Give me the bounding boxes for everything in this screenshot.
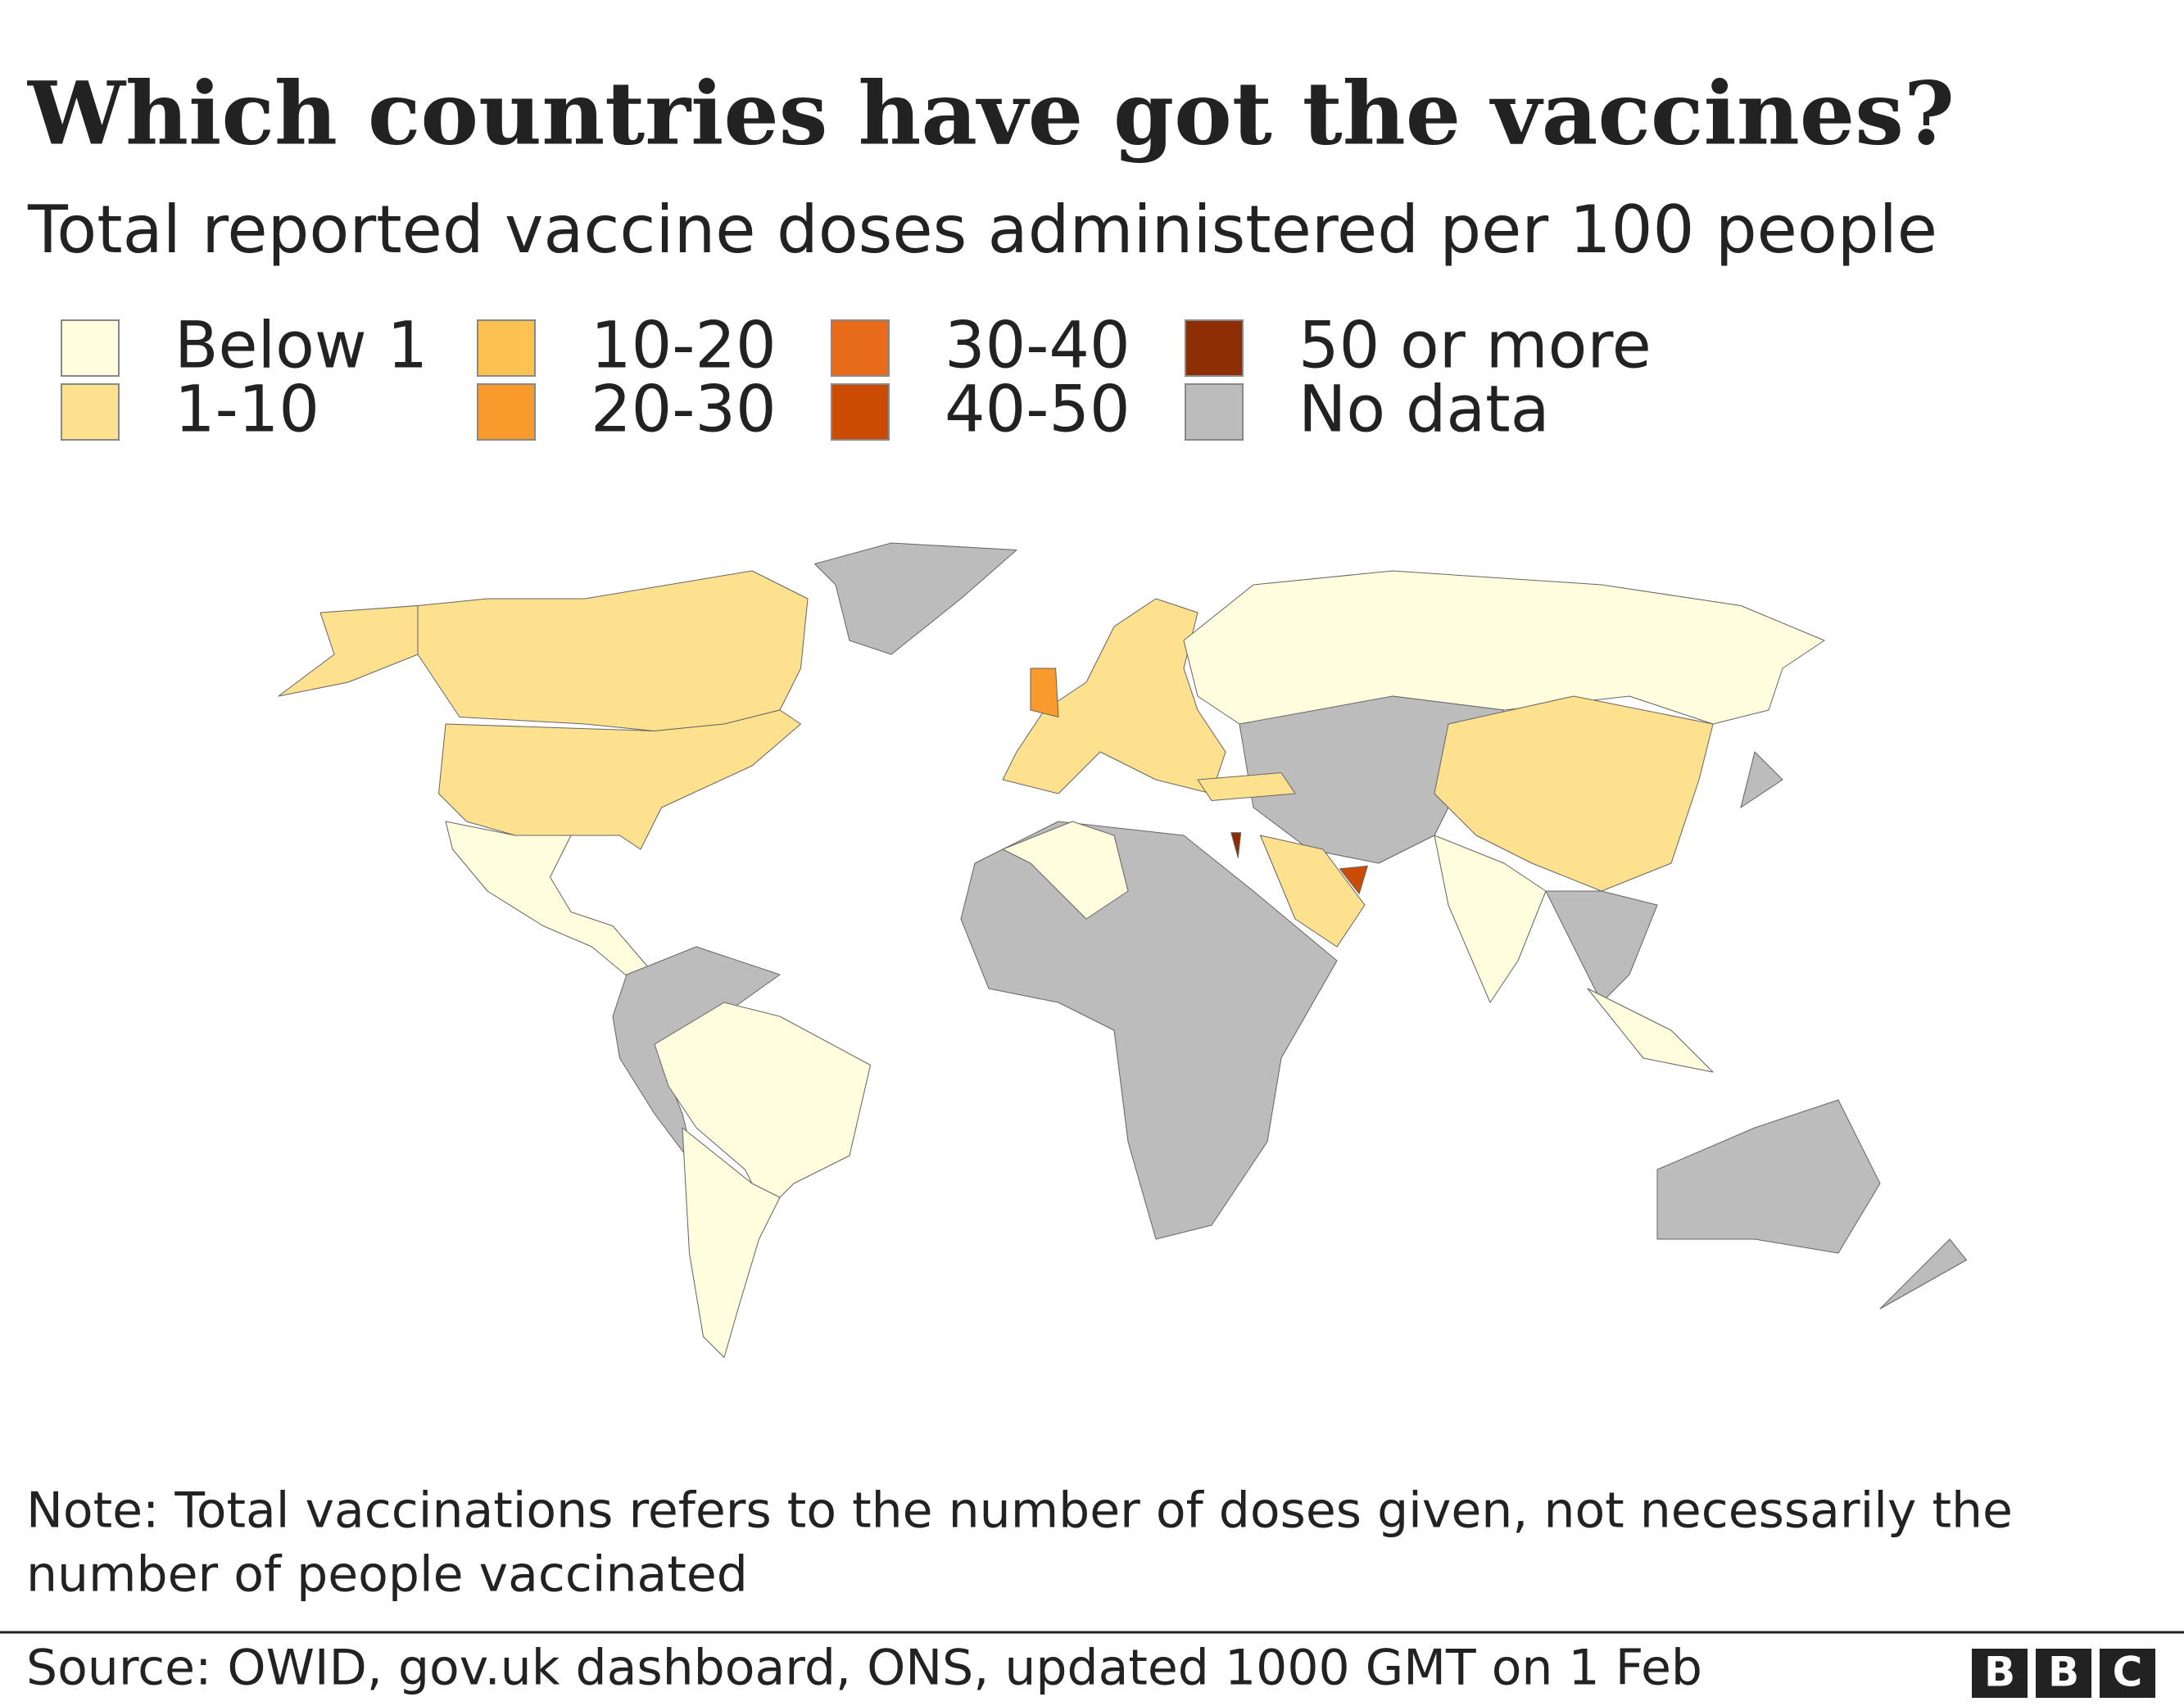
logo-letter: C [2113,1649,2143,1696]
legend-label: 40-50 [945,373,1131,446]
country [1545,890,1658,1003]
world-map [278,542,1967,1359]
country [1002,821,1129,920]
legend-swatch [831,319,890,377]
country [1030,667,1059,718]
legend-label: 30-40 [945,309,1131,382]
country [1002,598,1226,794]
legend-swatch [477,383,536,441]
country [1197,772,1296,802]
legend-label: 50 or more [1298,309,1652,382]
country [813,542,1017,655]
country [437,709,802,850]
country [1434,695,1714,892]
legend-swatch [1185,319,1244,377]
country [1183,570,1825,725]
source: Source: OWID, gov.uk dashboard, ONS, upd… [26,1640,1702,1697]
legend-swatch [61,383,120,441]
country [1230,832,1242,858]
country [960,821,1338,1240]
country [445,821,655,983]
note-line: Note: Total vaccinations refers to the n… [26,1482,2013,1540]
legend-label: No data [1298,373,1550,446]
country [417,570,809,732]
country [1656,1099,1881,1254]
logo-box [2100,1649,2155,1698]
logo-letter: B [1984,1649,2015,1696]
country [1259,835,1366,948]
country [1339,865,1368,894]
country [1587,988,1714,1073]
legend-swatch [1185,383,1244,441]
legend-label: Below 1 [174,309,428,382]
legend-label: 1-10 [174,373,319,446]
subtitle: Total reported vaccine doses administere… [27,192,1937,268]
note-line: number of people vaccinated [26,1546,748,1604]
country [654,1002,872,1212]
title: Which countries have got the vaccines? [27,62,1955,165]
logo-box [2036,1649,2091,1698]
logo-letter: B [2048,1649,2079,1696]
legend-label: 20-30 [591,373,777,446]
country [682,1127,781,1359]
legend-label: 10-20 [591,309,777,382]
legend-swatch [477,319,536,377]
country [1879,1238,1967,1310]
country [278,604,419,697]
country [612,946,781,1170]
legend-swatch [831,383,890,441]
country [1740,751,1783,808]
legend-swatch [61,319,120,377]
country [1434,835,1547,1003]
logo-box [1972,1649,2028,1698]
